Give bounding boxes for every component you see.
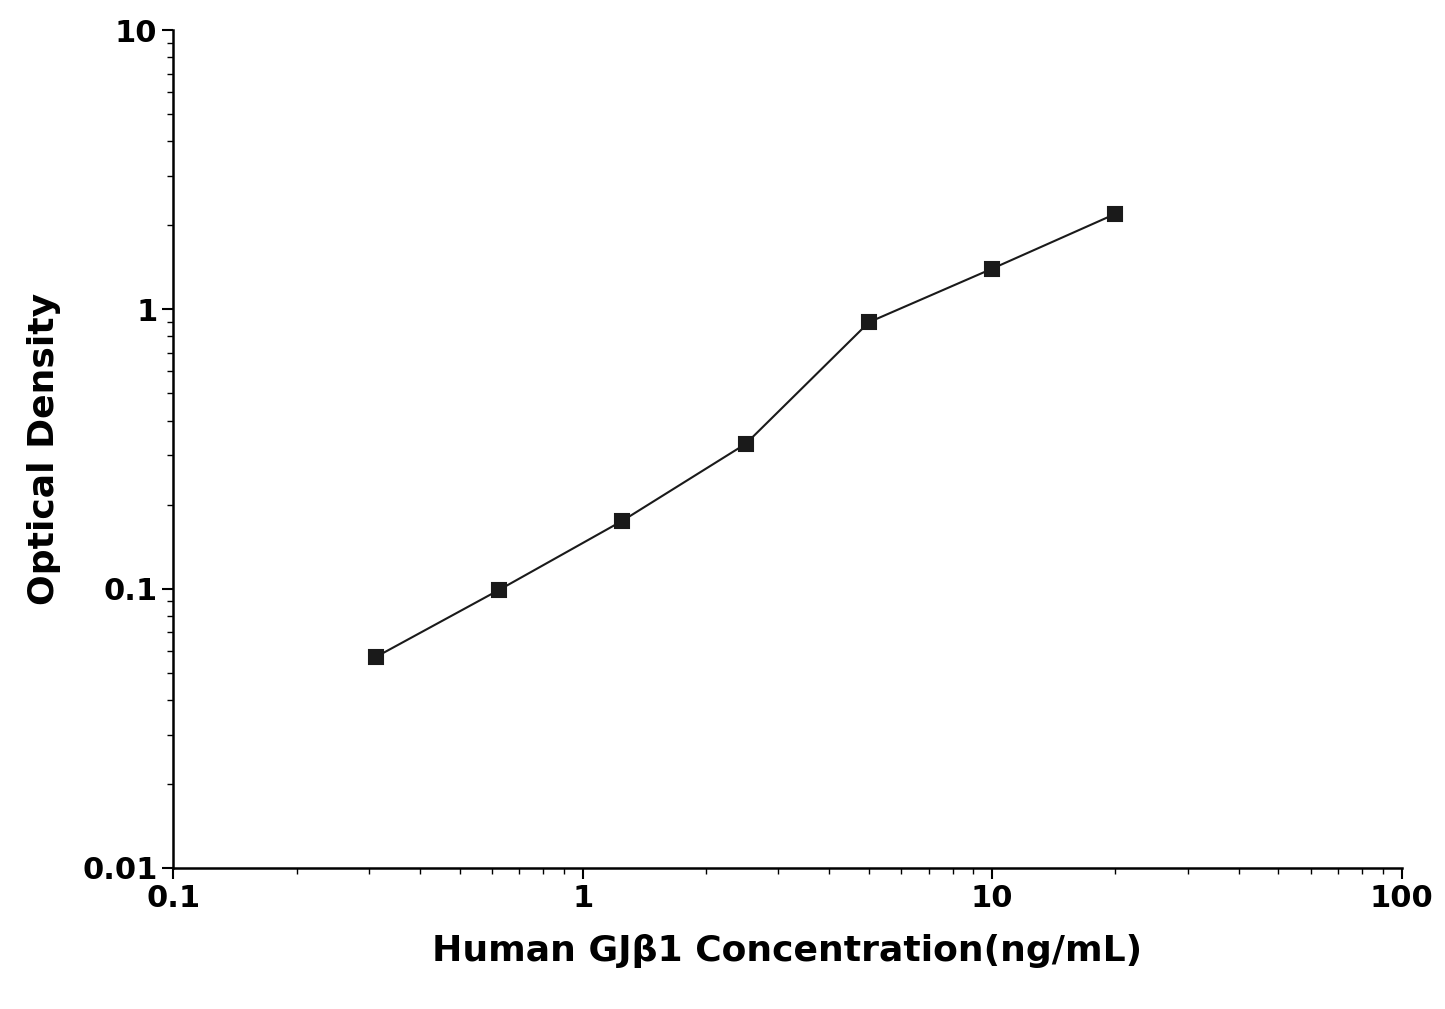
X-axis label: Human GJβ1 Concentration(ng/mL): Human GJβ1 Concentration(ng/mL) (432, 933, 1143, 968)
Y-axis label: Optical Density: Optical Density (27, 293, 61, 605)
